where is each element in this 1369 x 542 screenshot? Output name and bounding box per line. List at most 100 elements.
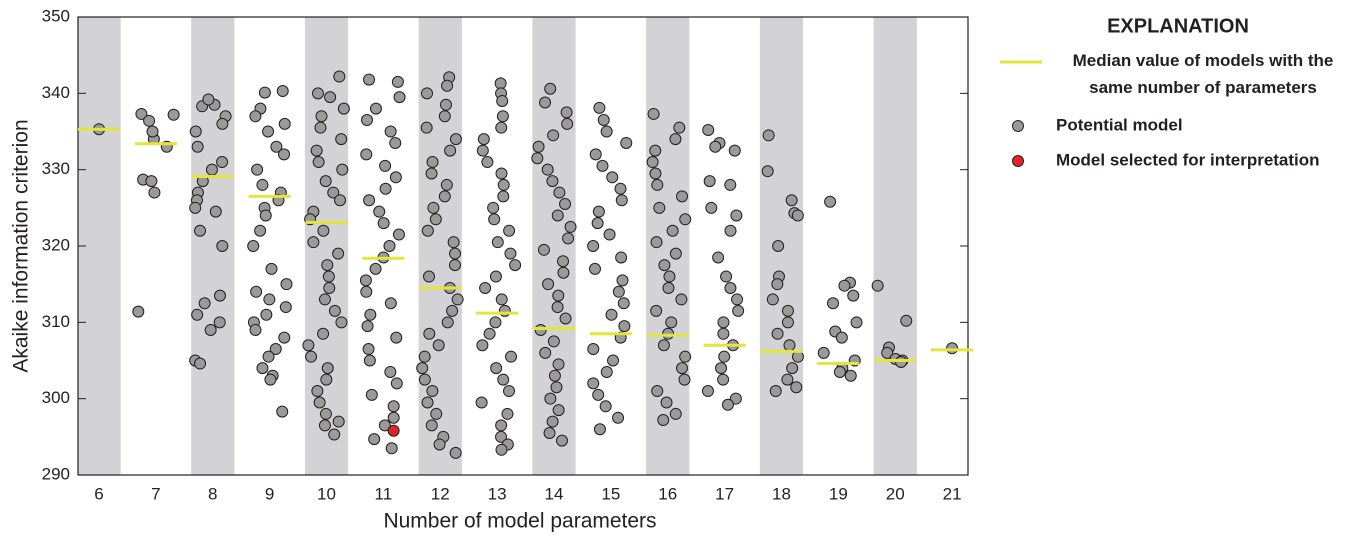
data-point bbox=[543, 427, 556, 440]
data-point bbox=[438, 110, 451, 123]
data-point bbox=[216, 117, 229, 130]
data-point bbox=[328, 304, 341, 317]
data-point bbox=[496, 110, 509, 123]
data-point bbox=[617, 297, 630, 310]
data-point bbox=[721, 398, 734, 411]
data-point bbox=[328, 428, 341, 441]
data-point bbox=[385, 442, 398, 455]
data-point bbox=[430, 407, 443, 420]
data-point bbox=[311, 385, 324, 398]
data-point bbox=[259, 209, 272, 222]
data-point bbox=[551, 209, 564, 222]
data-point bbox=[315, 110, 328, 123]
x-tick-label: 15 bbox=[601, 484, 620, 503]
data-point bbox=[666, 224, 679, 237]
data-point bbox=[302, 339, 315, 352]
data-point bbox=[327, 186, 340, 199]
data-point bbox=[489, 270, 502, 283]
data-point bbox=[542, 278, 555, 291]
data-point bbox=[449, 133, 462, 146]
data-point bbox=[249, 110, 262, 123]
data-point bbox=[360, 285, 373, 298]
y-tick-label: 290 bbox=[42, 464, 70, 483]
x-tick-label: 13 bbox=[488, 484, 507, 503]
data-point bbox=[318, 419, 331, 432]
data-point bbox=[731, 293, 744, 306]
x-tick-label: 21 bbox=[943, 484, 962, 503]
x-tick-label: 11 bbox=[375, 484, 393, 503]
legend-swatch bbox=[1012, 155, 1024, 167]
data-point bbox=[421, 224, 434, 237]
data-point bbox=[559, 198, 572, 211]
x-tick-label: 9 bbox=[265, 484, 274, 503]
data-point bbox=[495, 167, 508, 180]
data-point bbox=[216, 156, 229, 169]
data-point bbox=[729, 392, 742, 405]
data-point bbox=[202, 93, 215, 106]
data-point bbox=[669, 247, 682, 260]
data-point bbox=[198, 297, 211, 310]
legend-swatch bbox=[1012, 120, 1024, 132]
data-point bbox=[662, 281, 675, 294]
data-point bbox=[416, 362, 429, 375]
data-point bbox=[495, 443, 508, 456]
data-point bbox=[844, 369, 857, 382]
data-point bbox=[895, 356, 908, 369]
data-point bbox=[387, 400, 400, 413]
data-point bbox=[318, 293, 331, 306]
data-point bbox=[446, 304, 459, 317]
legend-title: EXPLANATION bbox=[1107, 15, 1249, 37]
data-point bbox=[730, 209, 743, 222]
data-point bbox=[720, 270, 733, 283]
data-point bbox=[496, 94, 509, 107]
data-point bbox=[269, 343, 282, 356]
data-point bbox=[262, 350, 275, 363]
data-point bbox=[368, 433, 381, 446]
data-point bbox=[593, 101, 606, 114]
data-point bbox=[265, 262, 278, 275]
data-point bbox=[649, 144, 662, 157]
data-point bbox=[702, 123, 715, 136]
data-point bbox=[786, 362, 799, 375]
data-point bbox=[365, 388, 378, 401]
data-point bbox=[657, 414, 670, 427]
data-point bbox=[323, 281, 336, 294]
data-point bbox=[146, 125, 159, 138]
data-point bbox=[276, 85, 289, 98]
data-point bbox=[561, 117, 574, 130]
data-point bbox=[503, 385, 516, 398]
data-point bbox=[560, 106, 573, 119]
x-tick-label: 17 bbox=[715, 484, 734, 503]
data-point bbox=[505, 350, 518, 363]
legend-label: Median value of models with the same numb… bbox=[1073, 51, 1334, 97]
data-point bbox=[438, 190, 451, 203]
data-point bbox=[387, 424, 400, 437]
data-point bbox=[389, 171, 402, 184]
data-point bbox=[264, 373, 277, 386]
data-point bbox=[421, 396, 434, 409]
data-point bbox=[769, 385, 782, 398]
data-point bbox=[495, 430, 508, 443]
data-point bbox=[824, 195, 837, 208]
data-point bbox=[362, 343, 375, 356]
data-point bbox=[679, 350, 692, 363]
data-point bbox=[669, 407, 682, 420]
data-point bbox=[425, 419, 438, 432]
data-point bbox=[441, 316, 454, 329]
data-point bbox=[612, 411, 625, 424]
data-point bbox=[724, 224, 737, 237]
x-axis-title: Number of model parameters bbox=[383, 510, 656, 533]
data-point bbox=[678, 373, 691, 386]
x-tick-label: 19 bbox=[829, 484, 848, 503]
data-point bbox=[377, 217, 390, 230]
data-point bbox=[390, 377, 403, 390]
data-point bbox=[360, 148, 373, 161]
data-point bbox=[213, 289, 226, 302]
data-point bbox=[278, 117, 291, 130]
data-point bbox=[705, 201, 718, 214]
data-point bbox=[946, 342, 959, 355]
data-point bbox=[588, 262, 601, 275]
data-point bbox=[310, 144, 323, 157]
data-point bbox=[761, 165, 774, 178]
